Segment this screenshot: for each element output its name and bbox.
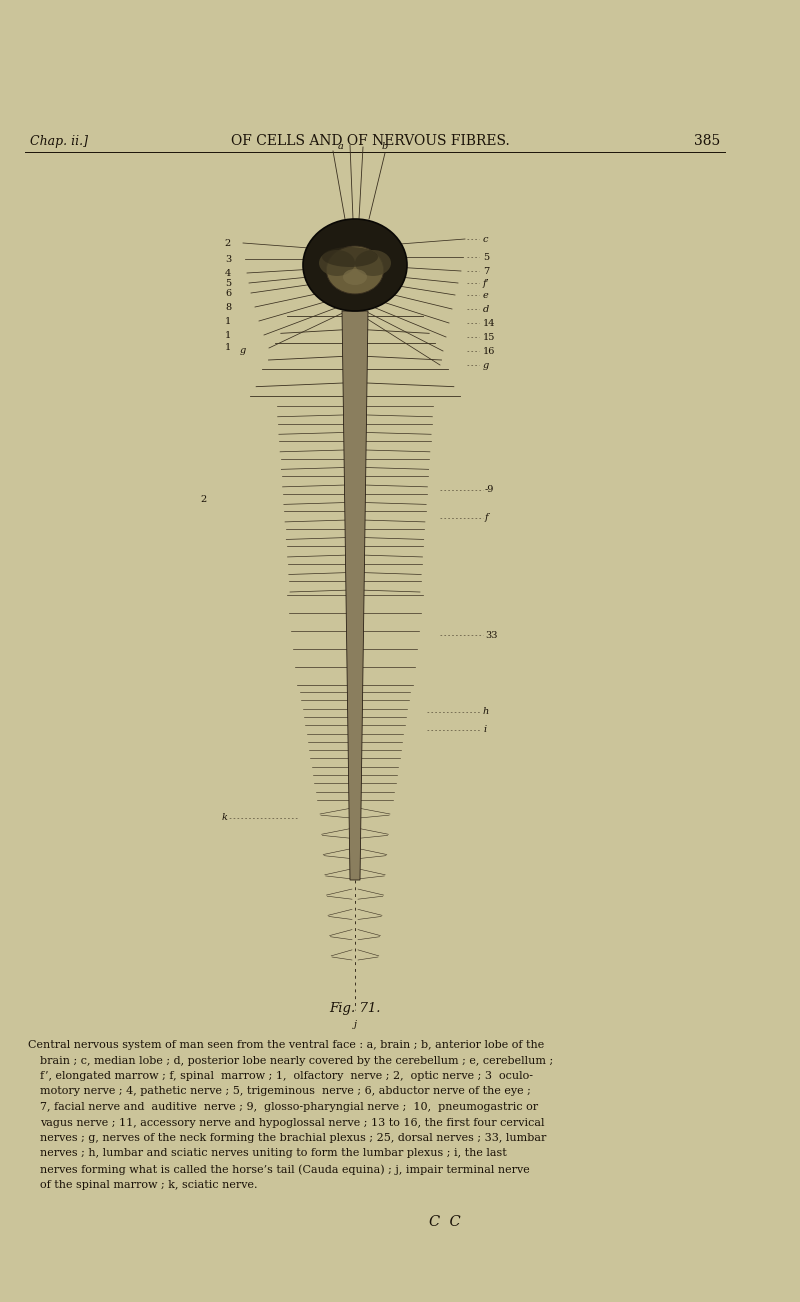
Ellipse shape — [322, 247, 378, 267]
Text: g: g — [240, 346, 246, 355]
Text: i: i — [483, 725, 486, 734]
Text: h: h — [483, 707, 490, 716]
Text: 6: 6 — [225, 289, 231, 297]
Text: 1: 1 — [225, 344, 231, 353]
Text: 5: 5 — [483, 253, 489, 262]
Ellipse shape — [303, 219, 407, 311]
Text: -9: -9 — [485, 486, 494, 495]
Text: b: b — [382, 142, 388, 151]
Text: 8: 8 — [225, 302, 231, 311]
Text: OF CELLS AND OF NERVOUS FIBRES.: OF CELLS AND OF NERVOUS FIBRES. — [230, 134, 510, 148]
Text: Chap. ii.]: Chap. ii.] — [30, 135, 88, 148]
Text: Central nervous system of man seen from the ventral face : a, brain ; b, anterio: Central nervous system of man seen from … — [28, 1040, 544, 1049]
Text: f’, elongated marrow ; f, spinal  marrow ; 1,  olfactory  nerve ; 2,  optic nerv: f’, elongated marrow ; f, spinal marrow … — [40, 1072, 533, 1081]
Text: 4: 4 — [225, 268, 231, 277]
Ellipse shape — [326, 246, 384, 294]
Text: 7, facial nerve and  auditive  nerve ; 9,  glosso-pharyngial nerve ;  10,  pneum: 7, facial nerve and auditive nerve ; 9, … — [40, 1101, 538, 1112]
Text: brain ; c, median lobe ; d, posterior lobe nearly covered by the cerebellum ; e,: brain ; c, median lobe ; d, posterior lo… — [40, 1056, 554, 1065]
Ellipse shape — [343, 270, 367, 285]
Text: 16: 16 — [483, 346, 495, 355]
Text: 5: 5 — [225, 279, 231, 288]
Text: j: j — [354, 1019, 357, 1029]
Text: d: d — [483, 305, 490, 314]
Text: f: f — [485, 513, 489, 522]
Text: 2: 2 — [225, 238, 231, 247]
Text: of the spinal marrow ; k, sciatic nerve.: of the spinal marrow ; k, sciatic nerve. — [40, 1180, 258, 1190]
Text: C  C: C C — [429, 1215, 461, 1229]
Text: c: c — [483, 234, 489, 243]
Text: 3: 3 — [225, 254, 231, 263]
Text: 2: 2 — [201, 496, 207, 504]
Text: a: a — [338, 142, 344, 151]
Text: nerves forming what is called the horse’s tail (Cauda equina) ; j, impair termin: nerves forming what is called the horse’… — [40, 1164, 530, 1174]
Text: e: e — [483, 290, 489, 299]
Text: 1: 1 — [225, 331, 231, 340]
Text: Fig. 71.: Fig. 71. — [330, 1003, 381, 1016]
Polygon shape — [342, 311, 368, 880]
Text: nerves ; g, nerves of the neck forming the brachial plexus ; 25, dorsal nerves ;: nerves ; g, nerves of the neck forming t… — [40, 1133, 546, 1143]
Text: 385: 385 — [694, 134, 720, 148]
Text: k: k — [221, 814, 227, 823]
Text: nerves ; h, lumbar and sciatic nerves uniting to form the lumbar plexus ; i, the: nerves ; h, lumbar and sciatic nerves un… — [40, 1148, 506, 1159]
Text: 1: 1 — [225, 316, 231, 326]
Text: f': f' — [483, 279, 490, 288]
Text: 33: 33 — [485, 630, 498, 639]
Text: 14: 14 — [483, 319, 495, 328]
Text: motory nerve ; 4, pathetic nerve ; 5, trigeminous  nerve ; 6, abductor nerve of : motory nerve ; 4, pathetic nerve ; 5, tr… — [40, 1086, 531, 1096]
Text: g: g — [483, 361, 490, 370]
Text: 15: 15 — [483, 332, 495, 341]
Text: vagus nerve ; 11, accessory nerve and hypoglossal nerve ; 13 to 16, the first fo: vagus nerve ; 11, accessory nerve and hy… — [40, 1117, 545, 1128]
Text: 7: 7 — [483, 267, 490, 276]
Ellipse shape — [355, 250, 391, 276]
Ellipse shape — [319, 250, 355, 276]
